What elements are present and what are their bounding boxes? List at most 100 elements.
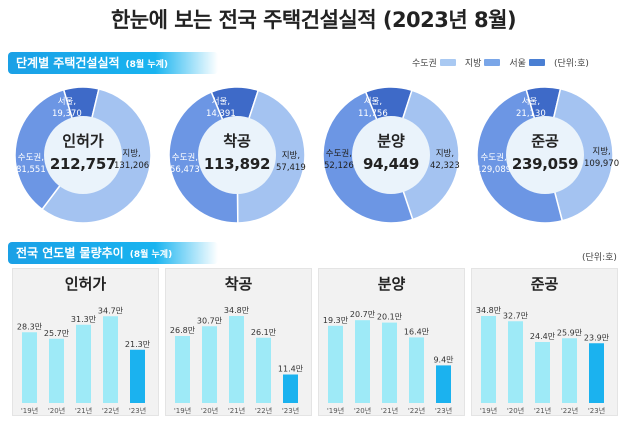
section-header-stage-label: 단계별 주택건설실적 (16, 56, 120, 70)
bar-panel-title-permit: 인허가 (64, 275, 107, 293)
donut-title-start: 착공 (223, 132, 251, 150)
slice-name-capital-completion: 수도권, (480, 153, 507, 163)
slice-name-local-start: 지방, (281, 151, 301, 161)
bar-chart-completion: 34.8만 '19년 32.7만 '20년 24.4만 '21년 25.9만 '22년 23.9… (476, 306, 610, 415)
section-header-yearly: 전국 연도별 물량추이 (8월 누계) (8, 242, 218, 264)
donut-total-permit: 212,757 (49, 155, 117, 173)
slice-label-local-start: 지방, 57,419 (276, 150, 306, 174)
bar-chart-permit: 28.3만 '19년 25.7만 '20년 31.3만 '21년 34.7만 '22년 21.3… (17, 306, 151, 415)
slice-name-seoul-permit: 서울, (57, 97, 77, 107)
section-header-yearly-label: 전국 연도별 물량추이 (16, 246, 124, 260)
x-tick-label-start-0: '19년 (174, 406, 191, 415)
slice-label-capital-presale: 수도권, 52,126 (324, 148, 354, 172)
legend-label-capital: 수도권 (412, 59, 437, 69)
bar-panel-title-start: 착공 (224, 275, 253, 293)
bar-panel-completion: 준공 34.8만 '19년 32.7만 '20년 24.4만 '21년 25.9만 '22년 2… (471, 268, 618, 416)
bar-presale-1 (355, 320, 370, 403)
bar-completion-3 (562, 338, 577, 403)
bar-value-label-permit-3: 34.7만 (98, 306, 124, 315)
x-tick-label-permit-4: '23년 (129, 406, 146, 415)
bar-panel-start: 착공 26.8만 '19년 30.7만 '20년 34.8만 '21년 26.1만 '22년 1… (165, 268, 312, 416)
donut-center-start: 착공 113,892 (198, 116, 276, 194)
donut-svg-presale (322, 86, 460, 224)
bar-value-label-start-3: 26.1만 (251, 328, 277, 337)
bar-start-1 (202, 326, 217, 403)
slice-value-capital-permit: 81,551 (16, 165, 46, 175)
bar-presale-0 (328, 325, 343, 403)
slice-name-capital-start: 수도권, (171, 153, 198, 163)
slice-name-seoul-start: 서울, (211, 97, 231, 107)
legend-swatch-local (484, 59, 501, 66)
donut-total-presale: 94,449 (362, 155, 420, 173)
slice-label-capital-start: 수도권, 56,473 (170, 152, 200, 176)
bar-value-label-start-1: 30.7만 (197, 316, 223, 325)
x-tick-label-presale-4: '23년 (435, 406, 452, 415)
slice-value-capital-start: 56,473 (170, 165, 200, 175)
slice-label-seoul-permit: 서울, 19,370 (52, 96, 82, 120)
bar-value-label-start-4: 11.4만 (278, 365, 304, 374)
bar-value-label-completion-3: 25.9만 (557, 328, 583, 337)
bar-permit-1 (49, 338, 64, 403)
bar-value-label-permit-4: 21.3만 (125, 340, 151, 349)
bar-value-label-presale-4: 9.4만 (433, 355, 454, 364)
donut-chart-start: 착공 113,892 서울, 14,391 지방, 57,419 수도권, 56,473 (168, 86, 306, 224)
x-tick-label-completion-0: '19년 (480, 406, 497, 415)
x-tick-label-completion-4: '23년 (588, 406, 605, 415)
section-header-yearly-note: (8월 누계) (129, 250, 173, 260)
bar-completion-2 (535, 342, 550, 403)
x-tick-label-start-4: '23년 (282, 406, 299, 415)
donut-total-start: 113,892 (203, 155, 271, 173)
bar-value-label-completion-4: 23.9만 (584, 333, 610, 342)
x-tick-label-completion-1: '20년 (507, 406, 524, 415)
bar-value-label-start-2: 34.8만 (224, 306, 250, 315)
slice-value-capital-presale: 52,126 (324, 161, 354, 171)
legend-item-local: 지방 (465, 56, 506, 69)
bar-value-label-permit-0: 28.3만 (17, 322, 43, 331)
donut-title-permit: 인허가 (62, 132, 104, 150)
x-tick-label-presale-3: '22년 (408, 406, 425, 415)
unit-label-bottom: (단위:호) (582, 253, 617, 263)
donut-center-permit: 인허가 212,757 (44, 116, 122, 194)
donut-chart-permit: 인허가 212,757 서울, 19,370 지방, 131,206 수도권, 81,5… (14, 86, 152, 224)
x-tick-label-completion-3: '22년 (561, 406, 578, 415)
donut-center-presale: 분양 94,449 (352, 116, 430, 194)
bar-completion-0 (481, 316, 496, 403)
slice-label-seoul-start: 서울, 14,391 (206, 96, 236, 120)
slice-value-local-permit: 131,206 (114, 161, 150, 171)
slice-name-local-permit: 지방, (122, 149, 141, 159)
slice-value-capital-completion: 129,089 (476, 165, 512, 175)
page-title: 한눈에 보는 전국 주택건설실적 (2023년 8월) (110, 8, 517, 32)
bar-permit-2 (76, 324, 91, 403)
bar-value-label-start-0: 26.8만 (170, 326, 196, 335)
bar-permit-3 (103, 316, 118, 403)
bar-value-label-permit-1: 25.7만 (44, 329, 70, 338)
slice-label-local-completion: 지방, 109,970 (584, 146, 619, 170)
bar-start-4 (283, 374, 298, 403)
section-header-stage: 단계별 주택건설실적 (8월 누계) (8, 52, 218, 74)
bar-panel-title-completion: 준공 (530, 275, 559, 293)
bar-value-label-completion-0: 34.8만 (476, 306, 502, 315)
x-tick-label-permit-3: '22년 (102, 406, 119, 415)
bar-value-label-permit-2: 31.3만 (71, 315, 97, 324)
slice-name-local-completion: 지방, (592, 147, 611, 157)
slice-name-seoul-completion: 서울, (521, 97, 541, 107)
legend: 수도권 지방 서울 (단위:호) (412, 56, 589, 69)
slice-value-seoul-start: 14,391 (206, 109, 236, 119)
x-tick-label-presale-0: '19년 (327, 406, 344, 415)
slice-label-capital-completion: 수도권, 129,089 (476, 152, 511, 176)
bar-value-label-completion-2: 24.4만 (530, 332, 556, 341)
x-tick-label-completion-2: '21년 (534, 406, 551, 415)
slice-value-local-presale: 42,323 (430, 161, 460, 171)
bar-value-label-presale-3: 16.4만 (404, 327, 430, 336)
bar-start-2 (229, 316, 244, 403)
donut-total-completion: 239,059 (511, 155, 579, 173)
bar-chart-presale: 19.3만 '19년 20.7만 '20년 20.1만 '21년 16.4만 '22년 9.4만… (323, 310, 454, 415)
slice-name-local-presale: 지방, (435, 149, 455, 159)
x-tick-label-permit-1: '20년 (48, 406, 65, 415)
bar-panel-permit: 인허가 28.3만 '19년 25.7만 '20년 31.3만 '21년 34.7만 '22년… (12, 268, 159, 416)
legend-label-seoul: 서울 (509, 59, 526, 69)
bar-permit-0 (22, 332, 37, 403)
donut-title-completion: 준공 (531, 132, 559, 150)
slice-label-seoul-completion: 서울, 21,130 (516, 96, 546, 120)
legend-swatch-capital (439, 59, 456, 66)
